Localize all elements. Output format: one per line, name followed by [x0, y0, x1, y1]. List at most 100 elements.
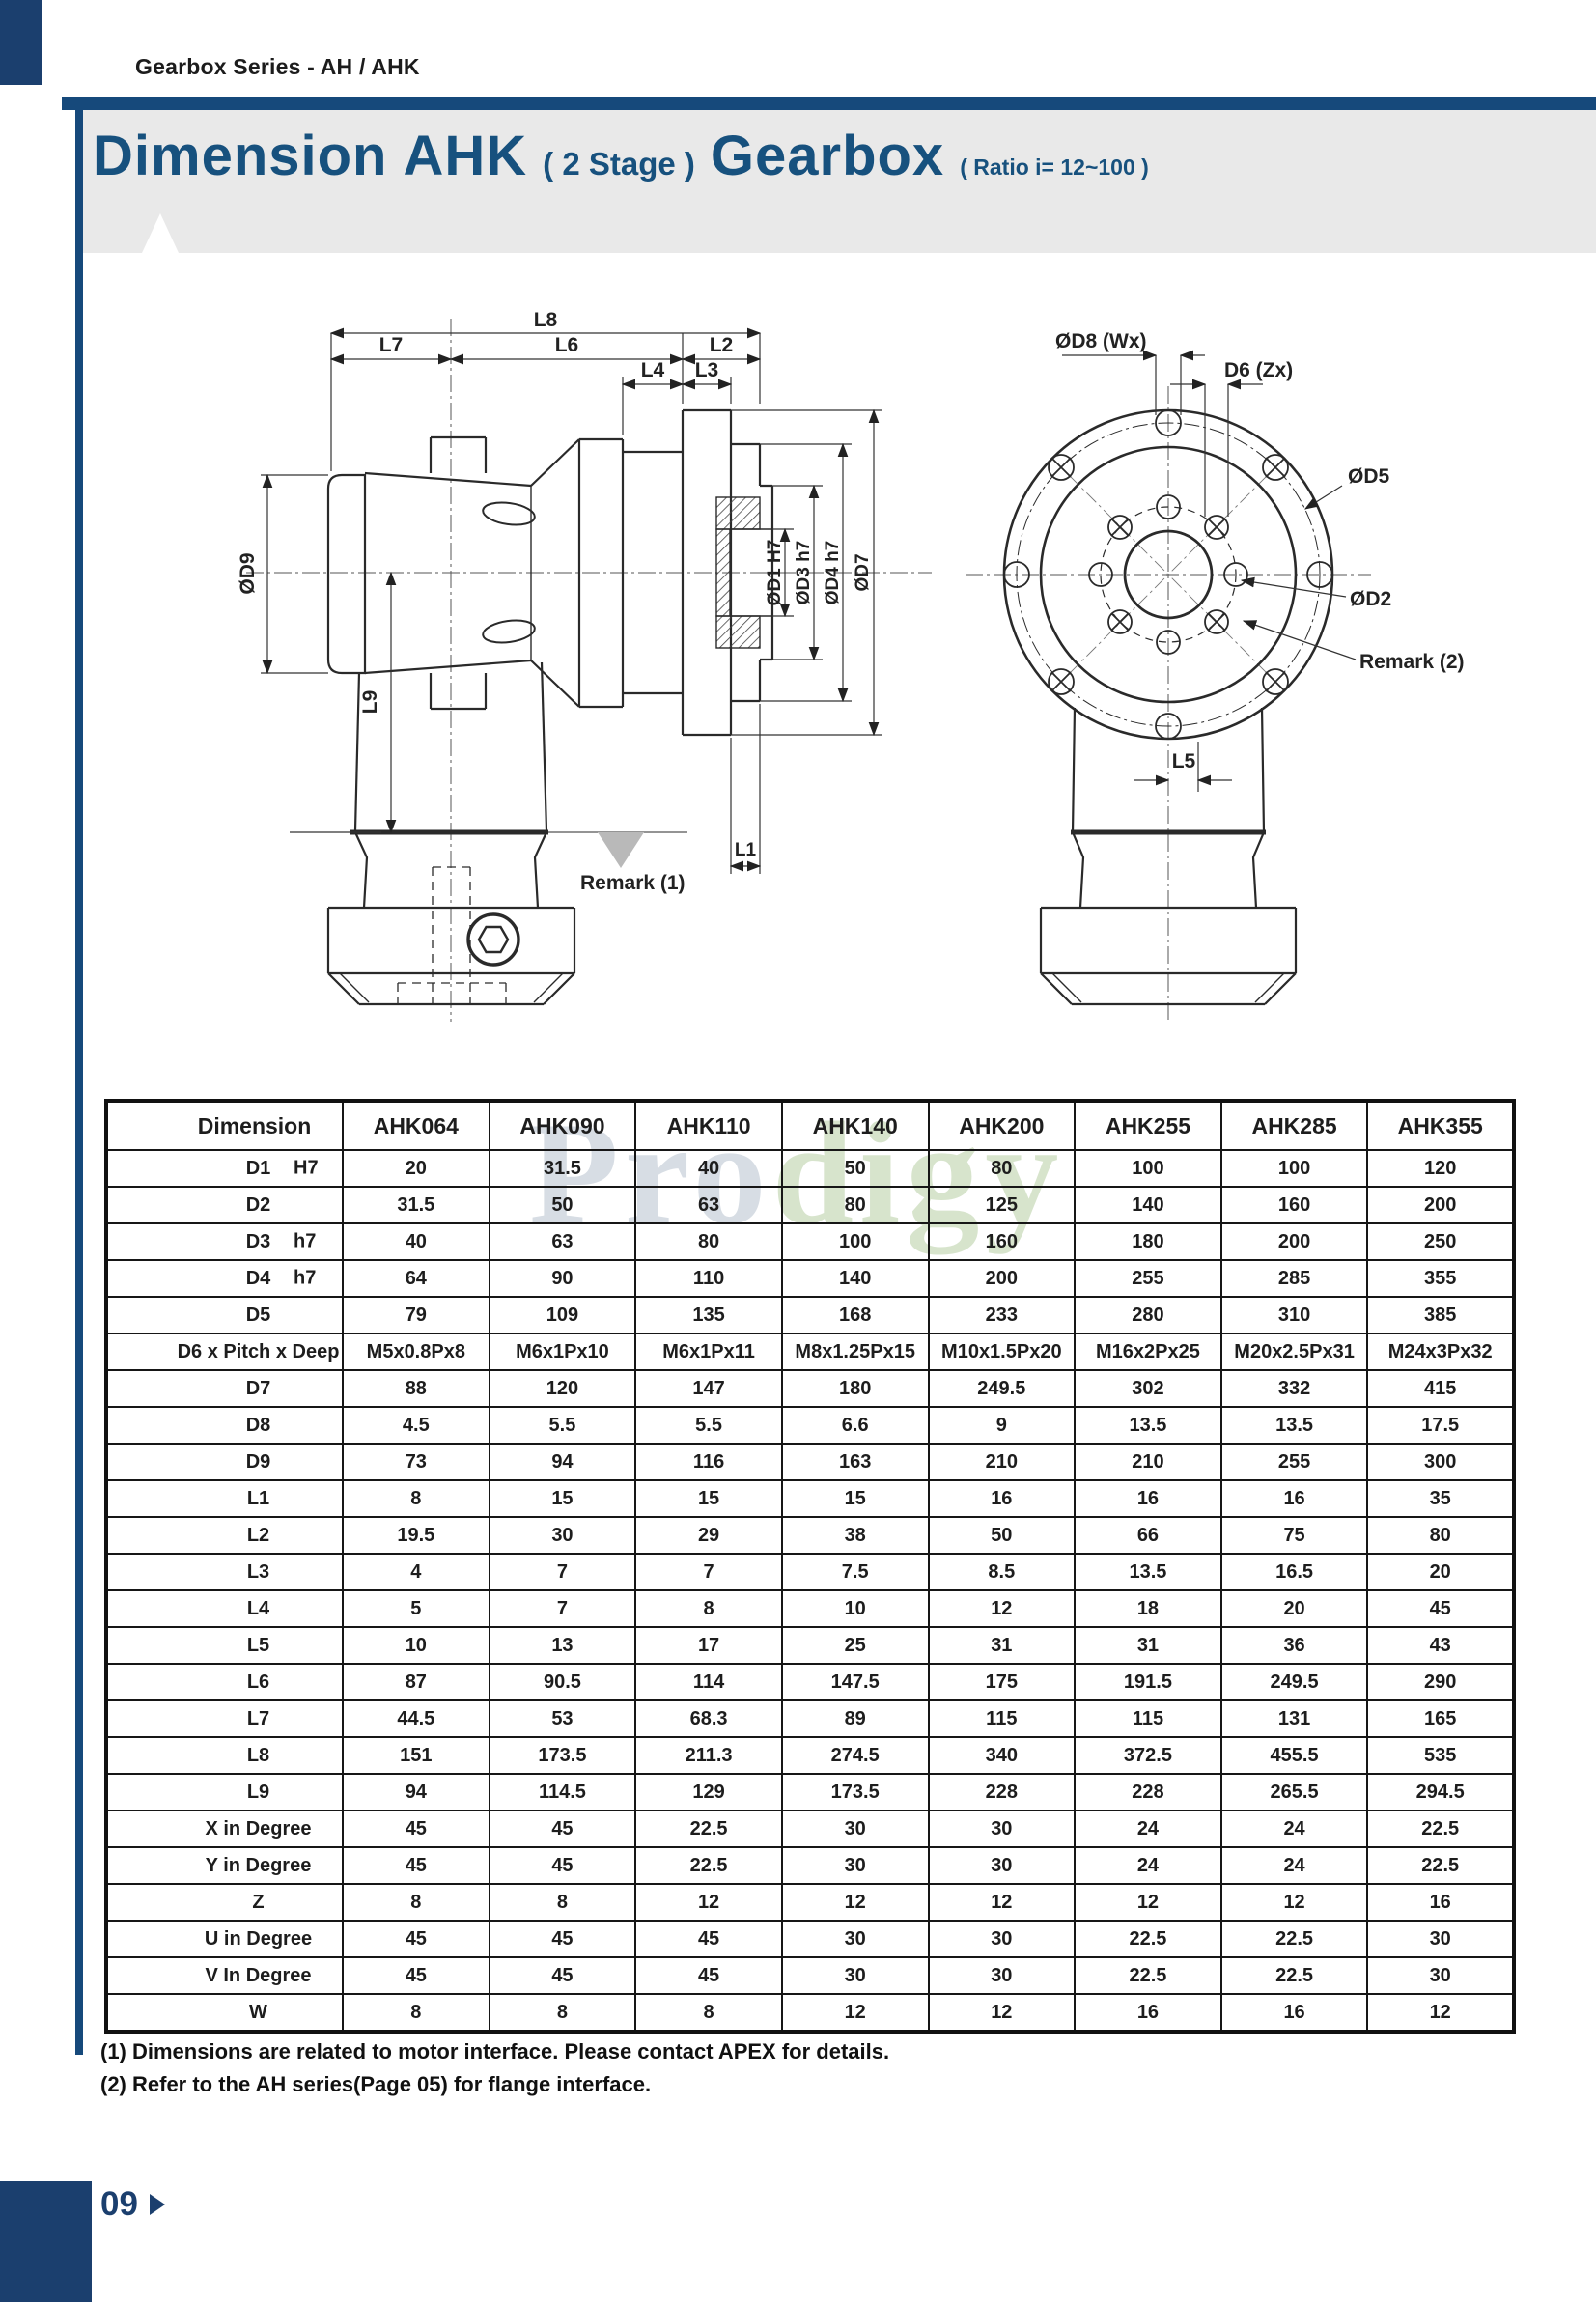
table-cell: 30: [927, 1956, 1077, 1995]
table-cell: 75: [1219, 1516, 1369, 1555]
dim-label-D2: ØD2: [1350, 588, 1391, 610]
table-cell: 53: [488, 1699, 637, 1738]
header-rule-bar: [62, 97, 1596, 110]
table-cell: 6.6: [780, 1406, 930, 1445]
title-band: [83, 110, 1596, 253]
dim-label-D3: ØD3 h7: [794, 541, 814, 605]
table-cell: 24: [1219, 1846, 1369, 1885]
row-tolerance: h7: [294, 1230, 317, 1252]
dim-label-L4: L4: [641, 359, 665, 381]
table-cell: 175: [927, 1663, 1077, 1701]
table-cell: 5: [342, 1589, 490, 1628]
table-cell: 100: [1074, 1149, 1222, 1188]
table-cell: 45: [634, 1956, 783, 1995]
table-cell: 290: [1366, 1663, 1515, 1701]
table-cell: 30: [488, 1516, 637, 1555]
table-cell: 89: [780, 1699, 930, 1738]
table-cell: 20: [1366, 1553, 1515, 1591]
table-row: Y in Degree 45 45 22.5 30 30 24 24 22.5: [105, 1846, 1515, 1885]
left-side-view: [246, 319, 932, 1022]
table-cell: 535: [1366, 1736, 1515, 1775]
table-cell: M24x3Px32: [1366, 1333, 1515, 1371]
table-cell: 88: [342, 1369, 490, 1408]
row-label-cell: L8: [105, 1736, 344, 1775]
table-cell: 16.5: [1219, 1553, 1369, 1591]
remark1-triangle: [598, 832, 644, 868]
table-row: Z 8 8 12 12 12 12 12 16: [105, 1883, 1515, 1922]
table-header-cell: AHK090: [488, 1100, 637, 1151]
table-cell: 228: [927, 1773, 1077, 1811]
row-label-cell: L9: [105, 1773, 344, 1811]
table-cell: 4: [342, 1553, 490, 1591]
table-cell: 8: [342, 1993, 490, 2033]
table-cell: 45: [342, 1846, 490, 1885]
row-label-cell: L7: [105, 1699, 344, 1738]
table-cell: 8: [342, 1479, 490, 1518]
table-row: D3 h7 40 63 80 100 160 180 200 250: [105, 1222, 1515, 1261]
table-cell: 140: [780, 1259, 930, 1298]
table-cell: 135: [634, 1296, 783, 1334]
table-cell: 114.5: [488, 1773, 637, 1811]
table-cell: 45: [488, 1846, 637, 1885]
table-cell: 249.5: [927, 1369, 1077, 1408]
title-product: Gearbox: [710, 125, 945, 187]
row-label-cell: D7: [105, 1369, 344, 1408]
table-cell: M16x2Px25: [1074, 1333, 1222, 1371]
dim-label-L7: L7: [379, 334, 404, 356]
table-cell: 191.5: [1074, 1663, 1222, 1701]
table-cell: 31: [1074, 1626, 1222, 1665]
table-cell: 17: [634, 1626, 783, 1665]
table-cell: 10: [780, 1589, 930, 1628]
dim-label-D4: ØD4 h7: [823, 541, 843, 605]
table-cell: 12: [1074, 1883, 1222, 1922]
table-cell: 30: [780, 1956, 930, 1995]
dim-label-L3: L3: [695, 359, 719, 381]
table-cell: 19.5: [342, 1516, 490, 1555]
table-cell: 125: [927, 1186, 1077, 1224]
table-cell: 5.5: [634, 1406, 783, 1445]
row-label-cell: V In Degree: [105, 1956, 344, 1995]
row-label-cell: D6 x Pitch x Deep: [105, 1333, 344, 1371]
table-cell: 210: [1074, 1443, 1222, 1481]
page-title: Dimension AHK ( 2 Stage ) Gearbox ( Rati…: [93, 124, 1149, 188]
row-label-cell: L6: [105, 1663, 344, 1701]
table-cell: 8: [488, 1993, 637, 2033]
table-header-row: Dimension AHK064 AHK090 AHK110 AHK140 AHK200 A…: [105, 1100, 1515, 1151]
table-row: D6 x Pitch x Deep M5x0.8Px8 M6x1Px10 M6x1Px…: [105, 1333, 1515, 1371]
table-cell: 100: [1219, 1149, 1369, 1188]
table-cell: M10x1.5Px20: [927, 1333, 1077, 1371]
table-cell: 22.5: [1219, 1920, 1369, 1958]
table-cell: 114: [634, 1663, 783, 1701]
row-tolerance: H7: [294, 1157, 319, 1179]
table-cell: 200: [927, 1259, 1077, 1298]
table-header-cell: Dimension: [105, 1100, 344, 1151]
row-label-cell: L4: [105, 1589, 344, 1628]
table-cell: 31: [927, 1626, 1077, 1665]
page-number-text: 09: [100, 2185, 138, 2223]
table-cell: 80: [634, 1222, 783, 1261]
table-cell: 36: [1219, 1626, 1369, 1665]
table-cell: 63: [634, 1186, 783, 1224]
row-label-cell: U in Degree: [105, 1920, 344, 1958]
left-accent-line: [75, 110, 83, 2055]
table-cell: 22.5: [1074, 1920, 1222, 1958]
table-cell: 310: [1219, 1296, 1369, 1334]
table-header-cell: AHK355: [1366, 1100, 1515, 1151]
table-cell: 147.5: [780, 1663, 930, 1701]
table-cell: 66: [1074, 1516, 1222, 1555]
table-cell: 249.5: [1219, 1663, 1369, 1701]
table-cell: 30: [780, 1810, 930, 1848]
table-cell: 160: [1219, 1186, 1369, 1224]
table-cell: 109: [488, 1296, 637, 1334]
table-cell: 163: [780, 1443, 930, 1481]
table-cell: 45: [342, 1956, 490, 1995]
title-dimension: Dimension: [93, 125, 388, 187]
dim-label-D9: ØD9: [237, 552, 259, 594]
row-label-cell: D2: [105, 1186, 344, 1224]
table-cell: 12: [780, 1883, 930, 1922]
table-cell: 8: [634, 1993, 783, 2033]
table-cell: 7.5: [780, 1553, 930, 1591]
table-cell: 13: [488, 1626, 637, 1665]
table-cell: 87: [342, 1663, 490, 1701]
table-cell: 385: [1366, 1296, 1515, 1334]
